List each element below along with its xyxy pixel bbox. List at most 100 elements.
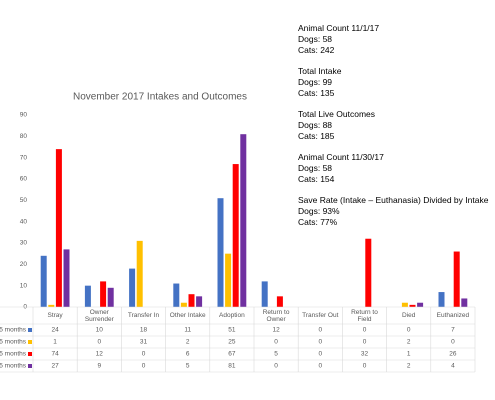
table-cell: 67 — [228, 351, 236, 358]
note-line: Dogs: 58 — [298, 163, 332, 173]
bar — [365, 238, 372, 307]
table-cell: 0 — [363, 327, 367, 334]
note-line: Dogs: 88 — [298, 120, 332, 130]
bar — [276, 296, 283, 307]
table-cell: 26 — [449, 351, 457, 358]
legend-key — [28, 352, 32, 356]
table-cell: 51 — [228, 327, 236, 334]
note-line: Dogs: 99 — [298, 77, 332, 87]
table-cell: 5 — [186, 363, 190, 370]
category-cell: Stray — [47, 312, 63, 319]
table-cell: 32 — [361, 351, 369, 358]
note-line: Cats: 77% — [298, 217, 338, 227]
table-cell: 81 — [228, 363, 236, 370]
table-cell: 0 — [318, 363, 322, 370]
note-line: Cats: 242 — [298, 45, 335, 55]
row-label: 5 months — [0, 351, 27, 358]
note-line: Cats: 135 — [298, 88, 335, 98]
table-cell: 1 — [53, 339, 57, 346]
category-cell: Owner Surrender — [84, 308, 114, 323]
legend-key — [28, 328, 32, 332]
note-heading: Total Intake — [298, 66, 342, 76]
y-tick-label: 20 — [20, 261, 28, 268]
y-tick-label: 40 — [20, 218, 28, 225]
bar — [129, 268, 136, 307]
x-tick-label: Owner Surrender — [84, 308, 114, 323]
note-line: Cats: 185 — [298, 131, 335, 141]
note-line: Cats: 154 — [298, 174, 335, 184]
category-cell: Transfer In — [128, 312, 159, 319]
bar — [196, 296, 203, 307]
bar — [409, 304, 416, 307]
table-cell: 0 — [142, 351, 146, 358]
table-cell: 0 — [451, 339, 455, 346]
bar — [438, 292, 445, 307]
x-tick-label: Died — [402, 312, 416, 319]
category-cell: Other Intake — [169, 312, 206, 319]
table-cell: 0 — [274, 363, 278, 370]
table-cell: 11 — [184, 327, 191, 334]
bar — [225, 253, 232, 307]
y-tick-label: 30 — [20, 240, 28, 247]
x-tick-label: Transfer Out — [302, 312, 339, 319]
table-cell: 27 — [51, 363, 59, 370]
bar — [180, 302, 187, 307]
note-line: Dogs: 93% — [298, 206, 340, 216]
table-cell: 9 — [97, 363, 101, 370]
bar — [136, 240, 143, 307]
legend-key — [28, 340, 32, 344]
table-cell: 25 — [228, 339, 236, 346]
category-cell: Died — [402, 312, 416, 319]
y-tick-label: 10 — [20, 282, 28, 289]
category-cell: Return to Owner — [262, 308, 290, 323]
table-cell: 31 — [140, 339, 148, 346]
bar — [107, 287, 114, 307]
table-cell: 12 — [96, 351, 104, 358]
bar — [100, 281, 107, 307]
y-tick-label: 60 — [20, 176, 28, 183]
table-cell: 10 — [96, 327, 104, 334]
note-heading: Save Rate (Intake – Euthanasia) Divided … — [298, 195, 489, 205]
bar — [217, 198, 224, 307]
table-cell: 0 — [274, 339, 278, 346]
table-cell: 0 — [407, 327, 411, 334]
x-tick-label: Other Intake — [169, 312, 206, 319]
x-tick-label: Stray — [47, 312, 63, 319]
table-cell: 0 — [318, 339, 322, 346]
bar — [63, 249, 70, 307]
note-heading: Animal Count 11/30/17 — [298, 152, 384, 162]
category-cell: Transfer Out — [302, 312, 339, 319]
y-tick-label: 80 — [20, 133, 28, 140]
x-tick-label: Euthanized — [436, 312, 470, 319]
table-cell: 0 — [363, 363, 367, 370]
x-tick-label: Return to Owner — [262, 308, 290, 323]
bar — [84, 285, 91, 307]
category-cell: Return to Field — [351, 308, 378, 323]
y-tick-label: 70 — [20, 154, 28, 161]
bar — [461, 298, 468, 307]
bar — [401, 302, 408, 307]
table-cell: 2 — [407, 339, 411, 346]
y-tick-label: 90 — [20, 112, 28, 119]
table-cell: 1 — [407, 351, 411, 358]
bar — [232, 164, 239, 307]
table-cell: 0 — [318, 351, 322, 358]
chart-title: November 2017 Intakes and Outcomes — [73, 92, 247, 103]
bar — [48, 304, 55, 307]
bar — [188, 294, 195, 307]
bar — [261, 281, 268, 307]
table-cell: 5 — [274, 351, 278, 358]
table-cell: 18 — [140, 327, 148, 334]
bar — [417, 302, 424, 307]
category-cell: Euthanized — [436, 312, 470, 319]
row-label: r 5 months — [0, 339, 27, 346]
table-cell: 2 — [407, 363, 411, 370]
note-heading: Total Live Outcomes — [298, 109, 375, 119]
row-label: 5 months — [0, 363, 27, 370]
bar — [240, 134, 247, 307]
x-tick-label: Return to Field — [351, 308, 378, 323]
table-cell: 0 — [363, 339, 367, 346]
y-tick-label: 50 — [20, 197, 28, 204]
